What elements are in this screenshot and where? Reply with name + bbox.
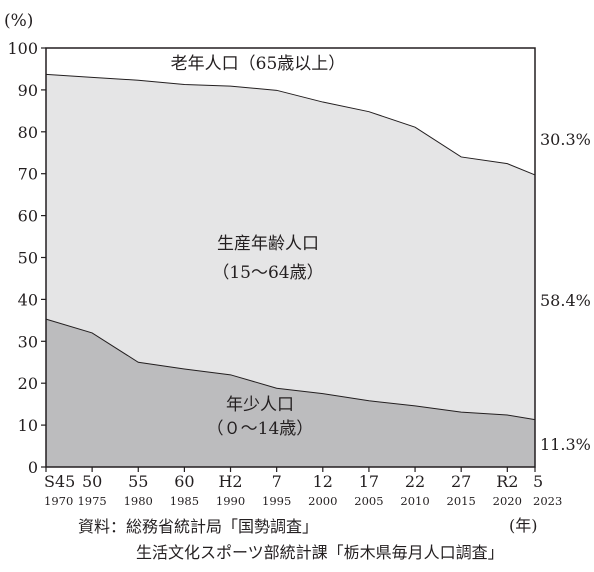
x-tick-year-label: 1985 xyxy=(170,494,199,508)
x-tick-era-label: 22 xyxy=(405,472,425,491)
y-tick-label: 70 xyxy=(18,165,38,184)
x-tick-year-label: 1980 xyxy=(124,494,153,508)
series-label-elderly: 老年人口（65歳以上） xyxy=(171,54,346,74)
y-tick-label: 90 xyxy=(18,81,38,100)
x-tick-era-label: H2 xyxy=(218,472,242,491)
x-tick-era-label: 55 xyxy=(128,472,148,491)
x-tick-year-label: 2010 xyxy=(400,494,429,508)
x-tick-era-label: S45 xyxy=(44,472,75,491)
series-label-young-line1: 年少人口 xyxy=(226,395,294,415)
x-tick-year-label: 2005 xyxy=(354,494,383,508)
x-tick-year-label: 2000 xyxy=(308,494,337,508)
series-label-working-line2: （15～64歳） xyxy=(212,263,323,283)
y-tick-label: 10 xyxy=(18,416,38,435)
end-label-elderly: 30.3% xyxy=(540,130,591,149)
y-tick-label: 100 xyxy=(7,39,38,58)
x-tick-era-label: 60 xyxy=(174,472,194,491)
y-tick-label: 50 xyxy=(18,249,38,268)
y-tick-label: 60 xyxy=(18,207,38,226)
x-tick-year-label: 2023 xyxy=(533,494,562,508)
source-line-2: 生活文化スポーツ部統計課「栃木県毎月人口調査」 xyxy=(136,543,504,562)
x-tick-era-label: R2 xyxy=(496,472,518,491)
area-working-age-population xyxy=(46,74,535,420)
x-axis: S45 1970 50 1975 55 1980 60 1985 H2 1990 7 1995 12 20… xyxy=(44,467,562,508)
x-tick-era-label: 50 xyxy=(82,472,102,491)
area-elderly-population xyxy=(46,48,535,175)
x-tick-year-label: 1990 xyxy=(216,494,245,508)
y-tick-label: 30 xyxy=(18,332,38,351)
series-label-working-line1: 生産年齢人口 xyxy=(217,234,319,254)
series-label-young-line2: （０～14歳） xyxy=(207,419,314,439)
x-tick-year-label: 2015 xyxy=(447,494,476,508)
x-tick-year-label: 1975 xyxy=(77,494,106,508)
boundary-line-working xyxy=(45,73,536,176)
x-tick-era-label: 12 xyxy=(313,472,333,491)
area-young-population xyxy=(46,319,535,467)
x-tick-era-label: 5 xyxy=(533,472,543,491)
y-tick-label: 80 xyxy=(18,123,38,142)
x-tick-year-label: 1970 xyxy=(44,494,73,508)
y-unit-label: (%) xyxy=(4,11,33,31)
y-tick-label: 0 xyxy=(28,458,38,477)
y-tick-label: 40 xyxy=(18,290,38,309)
y-axis: 0 10 20 30 40 50 60 70 80 90 100 xyxy=(7,39,46,477)
x-tick-era-label: 27 xyxy=(451,472,471,491)
x-tick-era-label: 17 xyxy=(359,472,379,491)
x-tick-year-label: 1995 xyxy=(262,494,291,508)
x-tick-year-label: 2020 xyxy=(493,494,522,508)
end-label-working: 58.4% xyxy=(540,291,591,310)
y-tick-label: 20 xyxy=(18,374,38,393)
end-label-young: 11.3% xyxy=(540,435,591,454)
x-unit-label: (年) xyxy=(509,516,538,535)
x-tick-era-label: 7 xyxy=(272,472,282,491)
source-line-1: 資料：総務省統計局「国勢調査」 xyxy=(78,517,319,536)
boundary-line-young xyxy=(45,318,536,421)
